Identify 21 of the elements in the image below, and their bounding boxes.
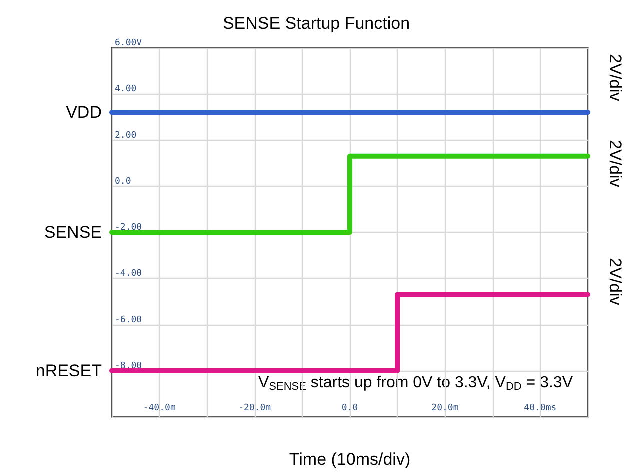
y-tick-label: 0.0 (115, 176, 132, 187)
y-tick-label: -2.00 (115, 223, 142, 233)
x-tick-label: -40.0m (143, 404, 176, 414)
x-tick-label: -20.0m (238, 404, 272, 414)
x-tick-label: 0.0 (342, 404, 358, 414)
series-label: SENSE (44, 223, 102, 242)
x-tick-label: 40.0ms (524, 404, 557, 414)
series-label: nRESET (36, 361, 102, 380)
text: 2V/div (606, 258, 625, 306)
text: 2V/div (606, 54, 625, 102)
y-tick-label: -8.00 (115, 361, 142, 372)
y-tick-label: 2.00 (115, 130, 137, 141)
text: 2V/div (606, 140, 625, 188)
y-tick-label: -6.00 (115, 315, 142, 326)
x-axis-title: Time (10ms/div) (289, 450, 411, 469)
y-tick-label: -4.00 (115, 269, 142, 280)
y-tick-label: 6.00V (115, 38, 143, 48)
series-label: VDD (66, 103, 102, 122)
x-tick-label: 20.0m (432, 404, 459, 414)
chart-title: SENSE Startup Function (222, 14, 410, 33)
y-tick-label: 4.00 (115, 84, 137, 95)
